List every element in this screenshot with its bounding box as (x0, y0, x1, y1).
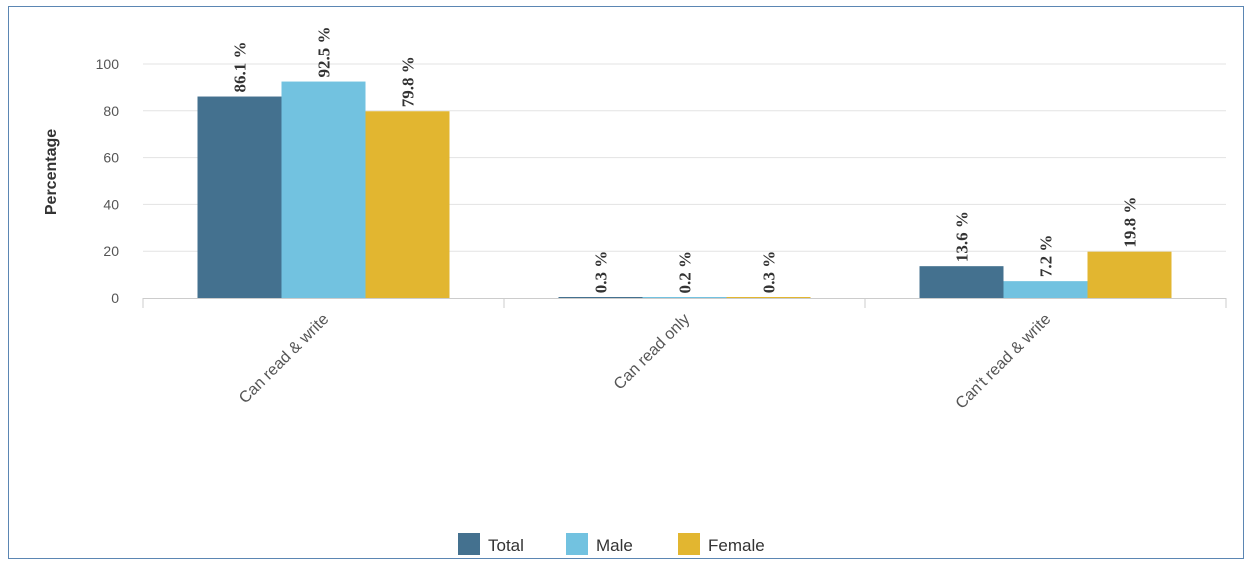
legend-label: Female (708, 536, 765, 555)
data-label: 0.2 % (676, 251, 695, 294)
bar (1003, 281, 1088, 298)
bars (197, 81, 1172, 298)
y-tick-label: 40 (103, 196, 119, 212)
y-tick-label: 20 (103, 243, 119, 259)
x-axis (142, 298, 1227, 308)
legend: Total Male Female (458, 533, 765, 555)
data-label: 0.3 % (592, 251, 611, 294)
category-label: Can read only (611, 311, 693, 393)
legend-item[interactable]: Total (458, 533, 524, 555)
legend-item[interactable]: Male (566, 533, 633, 555)
data-label: 86.1 % (231, 42, 250, 93)
data-label: 0.3 % (760, 251, 779, 294)
y-tick-label: 80 (103, 103, 119, 119)
bar (365, 111, 450, 298)
y-tick-label: 100 (96, 56, 120, 72)
bar (642, 297, 727, 298)
legend-label: Male (596, 536, 633, 555)
y-tick-label: 0 (111, 290, 119, 306)
data-label: 79.8 % (399, 56, 418, 107)
bar (281, 81, 366, 298)
y-axis-title: Percentage (43, 129, 60, 215)
bar (558, 297, 643, 298)
legend-swatch (678, 533, 700, 555)
legend-item[interactable]: Female (678, 533, 765, 555)
data-labels: 86.1 % 92.5 % 79.8 % 0.3 % 0.2 % 0.3 % 13.6 % 7… (231, 27, 1140, 294)
data-label: 7.2 % (1037, 235, 1056, 278)
category-label: Can't read & write (953, 311, 1055, 413)
category-labels: Can read & write Can read only Can't read … (236, 311, 1054, 413)
y-tick-label: 60 (103, 150, 119, 166)
category-label: Can read & write (236, 311, 332, 407)
bar (197, 96, 282, 298)
legend-swatch (566, 533, 588, 555)
data-label: 92.5 % (315, 27, 334, 78)
bar (726, 297, 811, 298)
bar (1087, 251, 1172, 298)
legend-label: Total (488, 536, 524, 555)
data-label: 19.8 % (1121, 197, 1140, 248)
bar (919, 266, 1004, 298)
data-label: 13.6 % (953, 211, 972, 262)
y-tick-labels: 0 20 40 60 80 100 (96, 56, 120, 306)
legend-swatch (458, 533, 480, 555)
